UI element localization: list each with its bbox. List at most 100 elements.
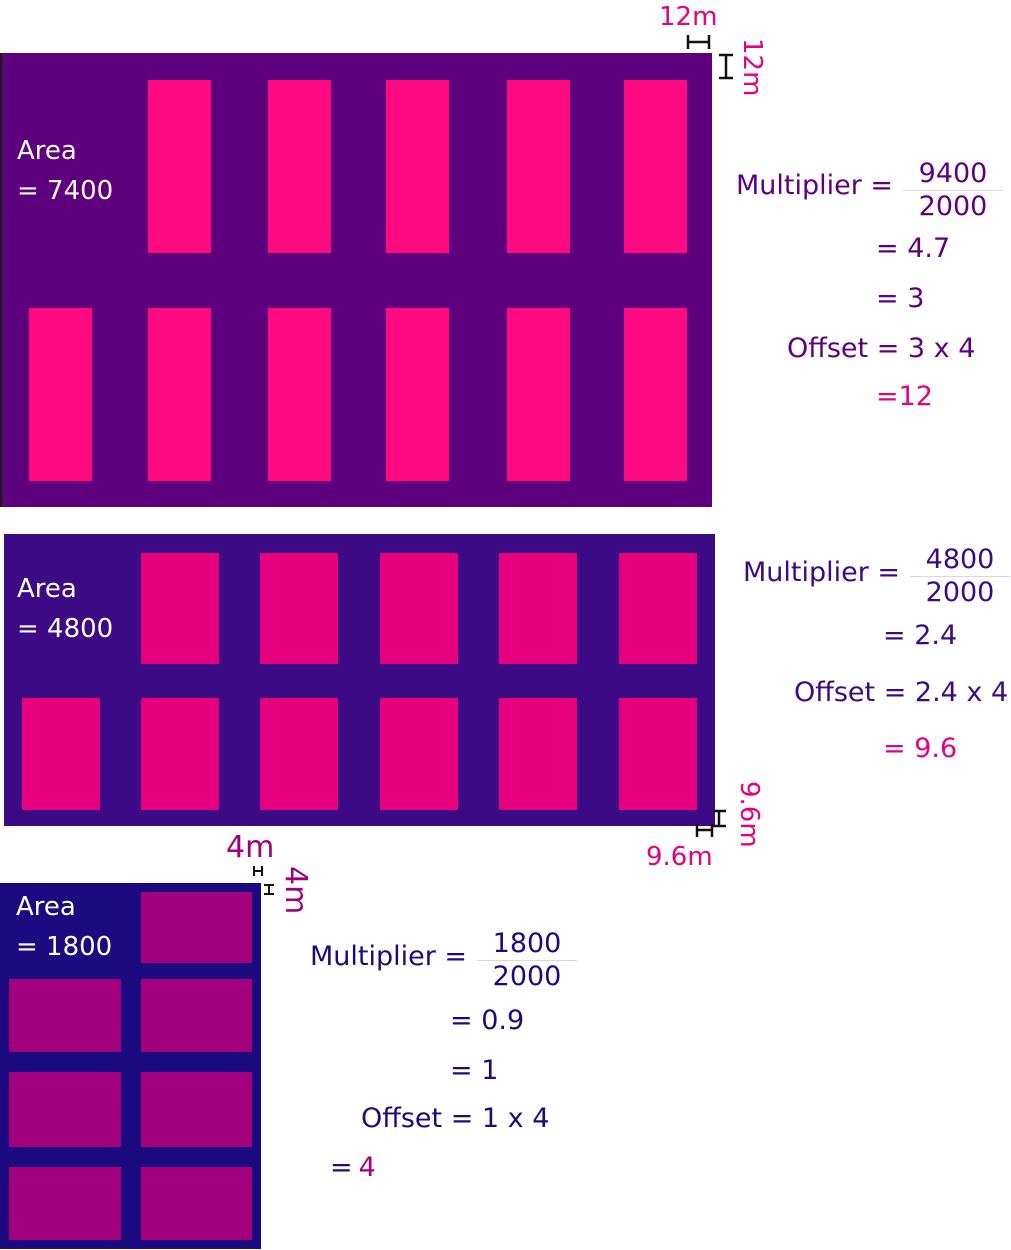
dimension-horizontal: 4m: [226, 830, 275, 865]
plot-fill: [148, 80, 211, 253]
offset-line: Offset = 1 x 4: [361, 1103, 550, 1134]
grid-cell: [360, 281, 477, 507]
horizontal-bracket-icon: [686, 35, 711, 49]
offset-result: = 4: [330, 1152, 376, 1183]
grid-cell: [121, 53, 238, 279]
grid-cell: [360, 682, 477, 826]
calc-step: = 1: [450, 1055, 499, 1086]
plot-fill: [380, 553, 458, 664]
grid-cell: [599, 53, 712, 279]
dimension-horizontal: 12m: [659, 2, 718, 32]
calc-step: = 4.7: [876, 233, 951, 264]
grid-cell-label: [0, 53, 119, 279]
fraction-denominator: 2000: [925, 577, 995, 608]
grid-cell: [0, 971, 130, 1061]
grid-area-4800: Area = 4800: [4, 534, 715, 826]
grid-cell: [0, 1158, 130, 1249]
grid-cell: [0, 1063, 130, 1156]
plot-fill: [380, 698, 458, 810]
plot-fill: [22, 698, 100, 810]
plot-fill: [141, 553, 219, 664]
area-label-value: = 7400: [17, 176, 114, 206]
plot-fill: [141, 979, 252, 1052]
offset-line: Offset = 3 x 4: [787, 333, 976, 364]
fraction-numerator: 4800: [925, 544, 995, 575]
grid-cell: [132, 1158, 261, 1249]
grid-cell: [479, 534, 597, 680]
grid-cell: [599, 281, 712, 507]
grid-left-edge: [0, 53, 2, 507]
vertical-bracket-icon: [719, 53, 733, 80]
multiplier-label: Multiplier =: [743, 557, 901, 588]
fraction-bar: [910, 576, 1010, 577]
plot-fill: [141, 698, 219, 810]
fraction-numerator: 9400: [918, 158, 988, 189]
dimension-horizontal: 9.6m: [646, 842, 713, 872]
offset-result: = 9.6: [883, 733, 958, 764]
plot-fill: [268, 80, 331, 253]
plot-fill: [624, 80, 687, 253]
plot-fill: [141, 892, 252, 963]
plot-fill: [386, 308, 449, 481]
area-label: Area = 1800: [16, 887, 112, 967]
vertical-bracket-icon: [713, 809, 726, 828]
plot-fill: [386, 80, 449, 253]
grid-cell-label: [4, 534, 119, 680]
fraction-denominator: 2000: [492, 961, 562, 992]
grid-cell: [0, 281, 119, 507]
grid-cell: [360, 534, 477, 680]
calc-step: = 2.4: [883, 620, 958, 651]
horizontal-bracket-icon: [695, 824, 714, 837]
grid-cell-label: [0, 883, 130, 969]
grid-cell: [599, 682, 715, 826]
grid-area-7400: Area = 7400: [0, 53, 712, 507]
plot-fill: [29, 308, 92, 481]
grid-cell: [479, 281, 597, 507]
plot-fill: [619, 553, 697, 664]
grid-cell: [121, 534, 238, 680]
grid-cell: [132, 883, 261, 969]
plot-fill: [141, 1072, 252, 1147]
multiplier-label: Multiplier =: [736, 170, 894, 201]
plot-fill: [9, 1072, 121, 1147]
grid-cell: [132, 1063, 261, 1156]
plot-fill: [9, 1167, 121, 1240]
fraction-bar: [903, 190, 1003, 191]
plot-fill: [499, 698, 577, 810]
calc-step: = 3: [876, 283, 925, 314]
multiplier-fraction: 4800 2000: [910, 545, 1010, 608]
fraction-numerator: 1800: [492, 928, 562, 959]
area-label-title: Area: [16, 892, 76, 922]
offset-result-prefix: =: [330, 1152, 353, 1183]
plot-fill: [499, 553, 577, 664]
multiplier-fraction: 9400 2000: [903, 159, 1003, 222]
offset-result: =12: [876, 381, 933, 412]
area-label-value: = 4800: [17, 614, 114, 644]
area-label-title: Area: [17, 574, 77, 604]
grid-cell: [240, 281, 358, 507]
fraction-denominator: 2000: [918, 191, 988, 222]
area-label-value: = 1800: [16, 932, 113, 962]
grid-cell: [479, 53, 597, 279]
grid-area-1800: Area = 1800: [0, 883, 261, 1249]
grid-cell: [240, 682, 358, 826]
fraction-bar: [477, 960, 577, 961]
calc-step: = 0.9: [450, 1005, 525, 1036]
plot-fill: [619, 698, 697, 810]
multiplier-label: Multiplier =: [310, 941, 468, 972]
multiplier-fraction: 1800 2000: [477, 929, 577, 992]
grid-cell: [121, 281, 238, 507]
horizontal-bracket-icon: [253, 866, 263, 876]
grid-cell: [240, 53, 358, 279]
plot-fill: [9, 979, 121, 1052]
grid-cell: [240, 534, 358, 680]
plot-fill: [260, 698, 338, 810]
area-label: Area = 7400: [17, 131, 113, 211]
offset-result-value: 4: [358, 1152, 376, 1183]
offset-line: Offset = 2.4 x 4: [794, 677, 1009, 708]
grid-cell: [479, 682, 597, 826]
grid-cell: [360, 53, 477, 279]
grid-cell: [132, 971, 261, 1061]
plot-fill: [507, 80, 570, 253]
